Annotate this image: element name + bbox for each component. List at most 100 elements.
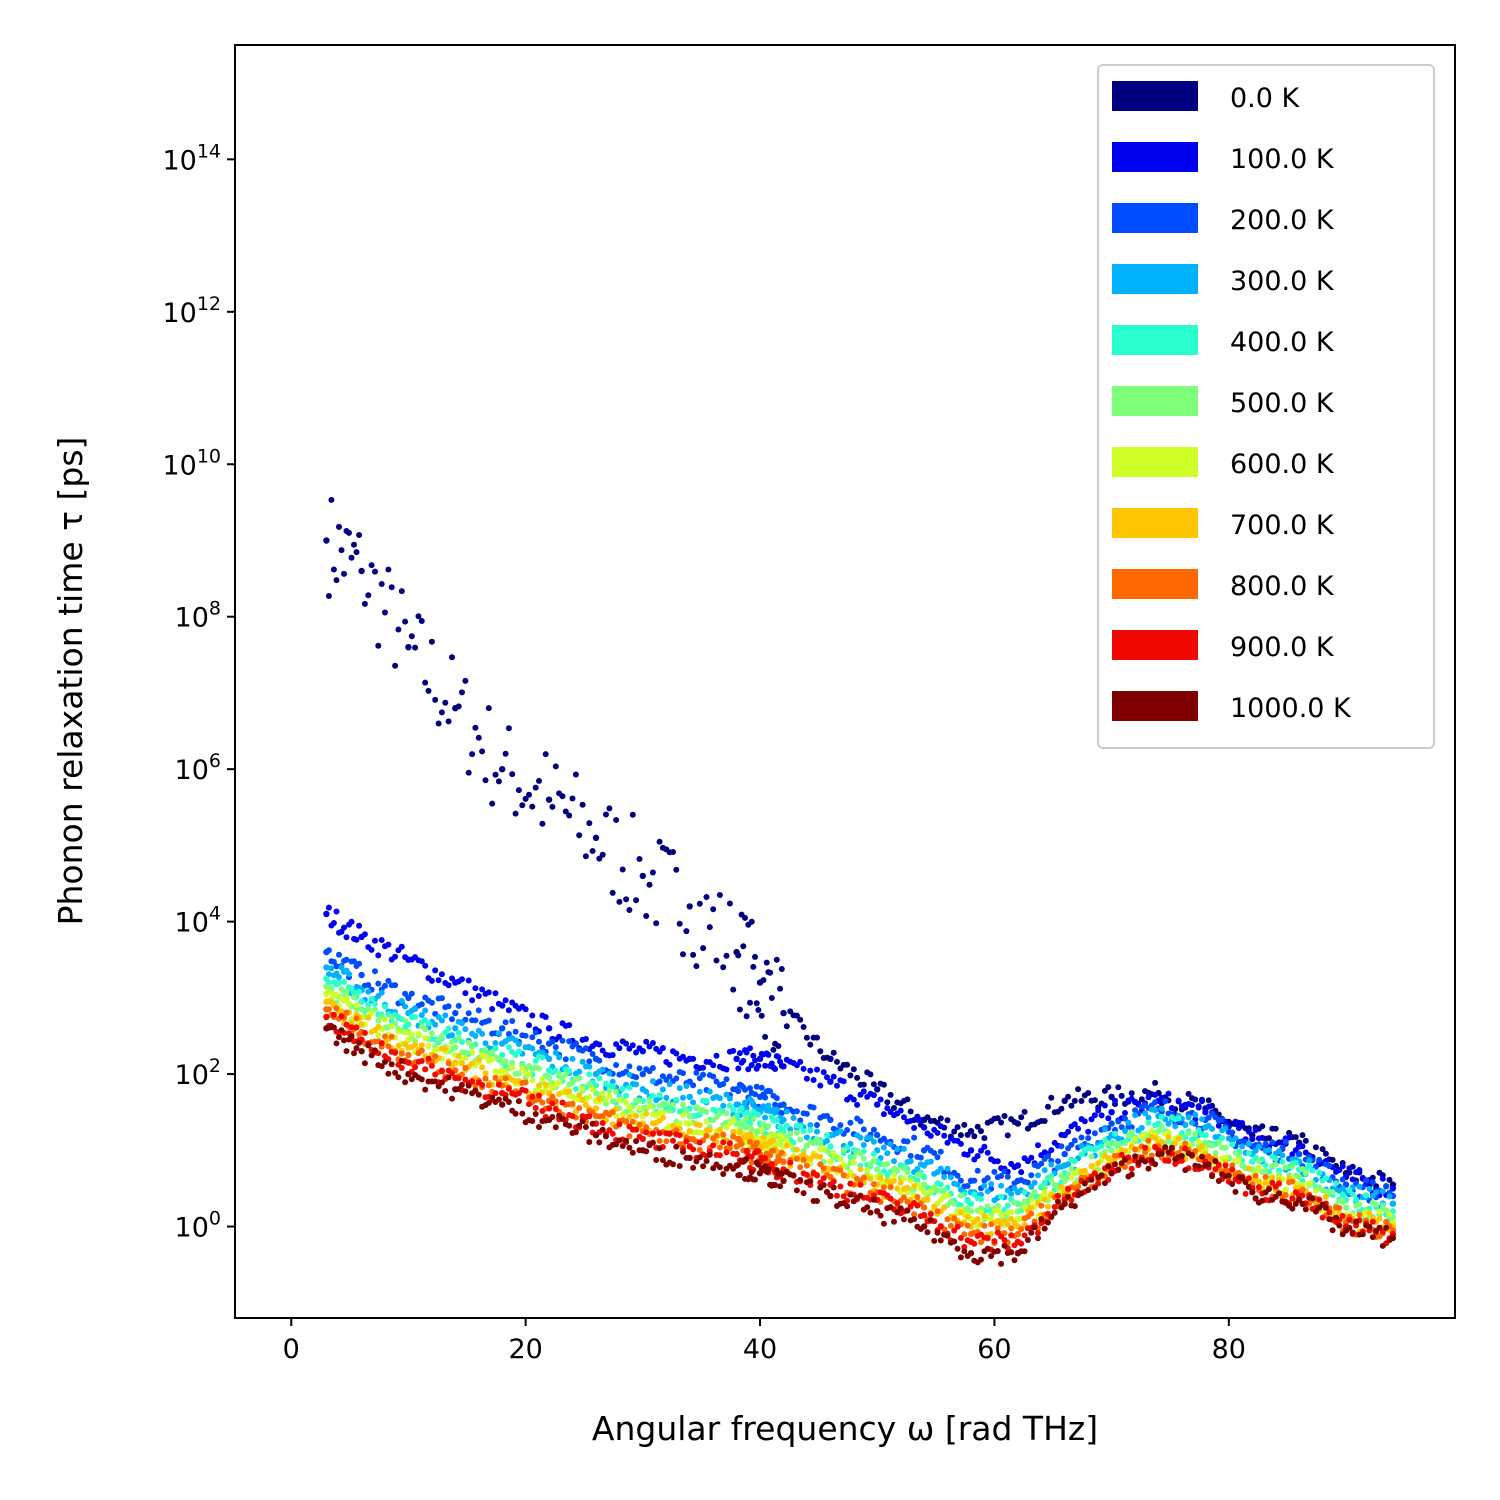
data-point bbox=[1356, 1201, 1363, 1208]
data-point bbox=[643, 1124, 650, 1131]
data-point bbox=[803, 1110, 810, 1117]
data-point bbox=[891, 1171, 897, 1178]
data-point bbox=[887, 1195, 894, 1202]
data-point bbox=[1306, 1180, 1313, 1187]
data-point bbox=[1192, 1131, 1199, 1138]
data-point bbox=[760, 1134, 767, 1141]
data-point bbox=[1262, 1179, 1269, 1186]
data-point bbox=[462, 1050, 469, 1057]
data-point bbox=[1065, 1128, 1072, 1135]
data-point bbox=[418, 1058, 425, 1064]
data-point bbox=[1051, 1204, 1058, 1210]
x-axis-ticks: 0 20 40 60 80 bbox=[283, 1318, 1246, 1365]
data-point bbox=[978, 1239, 984, 1246]
legend-swatch bbox=[1112, 203, 1198, 233]
data-point bbox=[455, 1030, 462, 1037]
data-point bbox=[696, 1147, 703, 1153]
data-point bbox=[971, 1133, 978, 1140]
data-point bbox=[1122, 1110, 1128, 1116]
data-point bbox=[1336, 1204, 1343, 1211]
data-point bbox=[773, 1167, 780, 1174]
data-point bbox=[475, 1091, 482, 1098]
data-point bbox=[934, 1229, 941, 1236]
data-point bbox=[1363, 1192, 1370, 1199]
legend-swatch bbox=[1112, 630, 1198, 660]
data-point bbox=[459, 689, 465, 696]
data-point bbox=[824, 1074, 830, 1081]
data-point bbox=[328, 965, 335, 972]
data-point bbox=[703, 1097, 710, 1104]
data-point bbox=[914, 1202, 921, 1209]
data-point bbox=[703, 1132, 710, 1139]
data-point bbox=[666, 1073, 673, 1080]
data-point bbox=[629, 1118, 636, 1125]
data-point bbox=[338, 1027, 345, 1034]
data-point bbox=[469, 751, 476, 758]
data-point bbox=[629, 1149, 636, 1156]
data-point bbox=[670, 849, 676, 855]
data-point bbox=[703, 1108, 710, 1115]
data-point bbox=[639, 1048, 646, 1055]
data-point bbox=[418, 1001, 425, 1008]
data-point bbox=[696, 1122, 703, 1129]
data-point bbox=[475, 1056, 482, 1063]
data-point bbox=[1021, 1248, 1028, 1255]
data-point bbox=[639, 1135, 646, 1143]
data-point bbox=[1178, 1129, 1185, 1136]
data-point bbox=[864, 1204, 871, 1211]
data-point bbox=[515, 1048, 522, 1055]
data-point bbox=[1085, 1187, 1092, 1193]
data-point bbox=[901, 1145, 907, 1152]
data-point bbox=[1339, 1191, 1346, 1198]
data-point bbox=[1189, 1152, 1195, 1158]
data-point bbox=[857, 1134, 864, 1141]
data-point bbox=[613, 1041, 620, 1048]
data-point bbox=[1272, 1161, 1279, 1168]
data-point bbox=[780, 1101, 787, 1108]
data-point bbox=[333, 1040, 340, 1047]
data-point bbox=[572, 1086, 579, 1092]
data-point bbox=[907, 1108, 914, 1115]
data-point bbox=[459, 1081, 465, 1088]
data-point bbox=[606, 805, 613, 812]
data-point bbox=[589, 1086, 596, 1093]
data-point bbox=[1232, 1118, 1239, 1125]
data-point bbox=[475, 734, 482, 741]
data-point bbox=[768, 1161, 775, 1168]
data-point bbox=[944, 1139, 951, 1146]
data-point bbox=[1098, 1112, 1105, 1119]
data-point bbox=[1366, 1185, 1373, 1192]
data-point bbox=[1041, 1118, 1048, 1124]
data-point bbox=[1259, 1134, 1266, 1141]
data-point bbox=[425, 1055, 432, 1062]
data-point bbox=[750, 1052, 757, 1059]
data-point bbox=[1373, 1201, 1380, 1208]
data-point bbox=[1199, 1153, 1205, 1160]
data-point bbox=[673, 866, 680, 873]
data-point bbox=[1158, 1150, 1165, 1157]
legend-swatch bbox=[1112, 142, 1198, 172]
data-point bbox=[894, 1200, 901, 1207]
data-point bbox=[1312, 1144, 1319, 1151]
data-point bbox=[616, 898, 623, 905]
data-point bbox=[706, 924, 713, 931]
data-point bbox=[730, 1106, 737, 1113]
data-point bbox=[723, 952, 730, 959]
data-point bbox=[532, 1029, 539, 1036]
data-point bbox=[368, 1052, 375, 1059]
data-point bbox=[1105, 1140, 1112, 1147]
data-point bbox=[765, 1102, 772, 1109]
data-point bbox=[951, 1227, 958, 1234]
data-point bbox=[385, 977, 392, 984]
data-point bbox=[469, 1060, 476, 1067]
data-point bbox=[402, 1017, 409, 1024]
data-point bbox=[338, 1008, 345, 1015]
data-point bbox=[767, 969, 774, 976]
data-point bbox=[609, 1130, 616, 1137]
data-point bbox=[676, 1085, 683, 1092]
data-point bbox=[552, 763, 559, 770]
data-point bbox=[1229, 1129, 1236, 1136]
data-point bbox=[333, 991, 340, 998]
data-point bbox=[1286, 1129, 1293, 1136]
data-point bbox=[1376, 1215, 1383, 1222]
